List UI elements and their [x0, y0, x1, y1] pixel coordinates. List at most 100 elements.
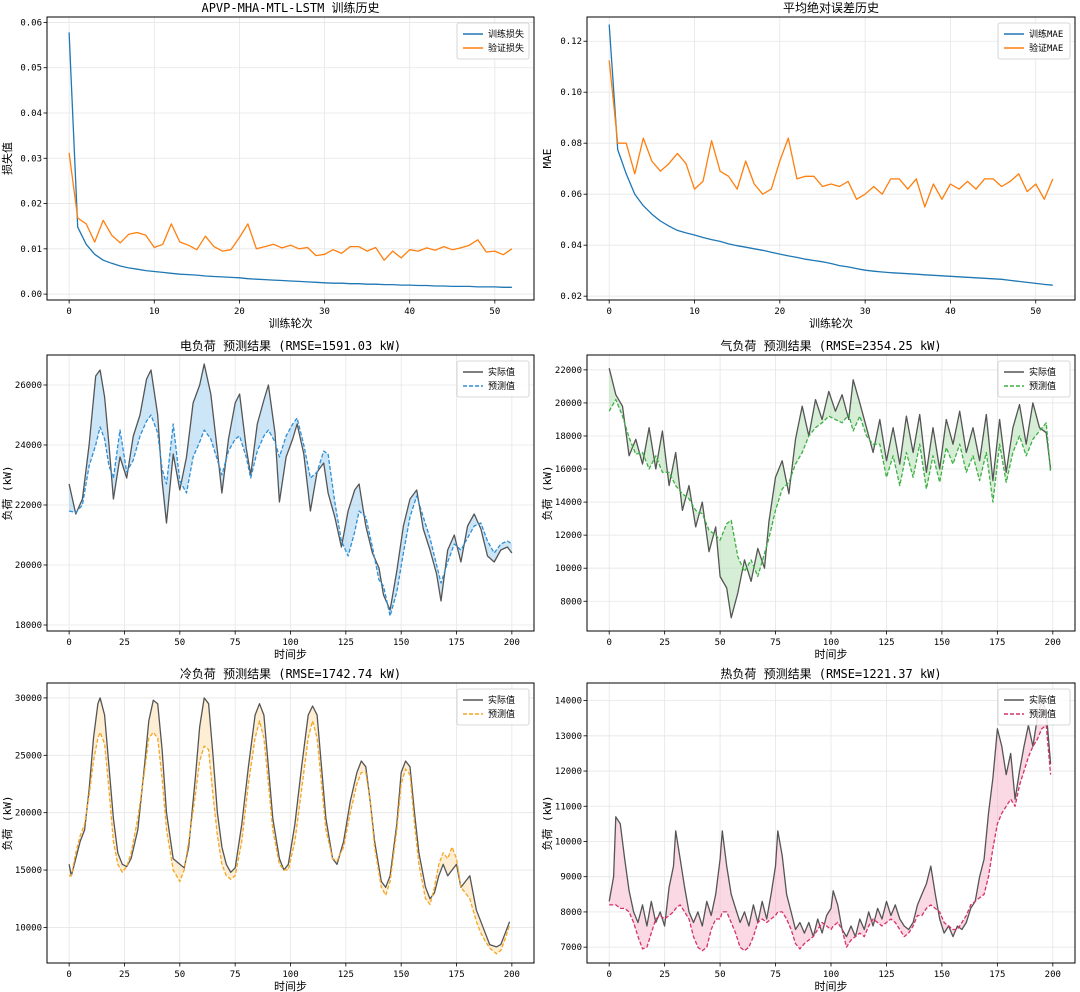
chart-title: 冷负荷 预测结果 (RMSE=1742.74 kW) — [180, 667, 401, 681]
x-tick-label: 25 — [119, 638, 130, 648]
y-tick-label: 0.02 — [560, 292, 582, 302]
x-tick-label: 150 — [934, 638, 950, 648]
x-tick-label: 75 — [770, 970, 781, 980]
y-axis-label: 负荷 (kW) — [540, 465, 554, 520]
x-tick-label: 200 — [504, 970, 520, 980]
x-tick-label: 0 — [606, 307, 611, 317]
x-tick-label: 0 — [606, 970, 611, 980]
y-tick-label: 22000 — [555, 366, 582, 376]
y-tick-label: 0.04 — [560, 241, 582, 251]
x-tick-label: 150 — [393, 638, 409, 648]
legend-label: 实际值 — [1029, 694, 1056, 706]
x-tick-label: 125 — [338, 970, 354, 980]
y-tick-label: 10000 — [555, 564, 582, 574]
x-tick-label: 175 — [989, 638, 1005, 648]
chart-panel-2: 0 10 20 30 40 50 0.02 0.04 0.06 0.08 0.10 0.12 平均绝对误… — [541, 0, 1076, 330]
y-tick-label: 0.12 — [560, 37, 582, 47]
x-axis-label: 训练轮次 — [809, 316, 853, 330]
x-tick-label: 0 — [66, 970, 71, 980]
x-tick-label: 25 — [659, 638, 670, 648]
y-tick-label: 11000 — [555, 802, 582, 812]
y-tick-label: 26000 — [15, 381, 42, 391]
y-tick-label: 22000 — [15, 501, 42, 511]
legend-label: 训练MAE — [1029, 28, 1063, 40]
y-tick-label: 18000 — [555, 432, 582, 442]
x-tick-label: 200 — [1045, 970, 1061, 980]
y-axis-label: 负荷 (kW) — [0, 795, 14, 850]
legend-frame — [456, 22, 530, 60]
x-tick-label: 175 — [448, 638, 464, 648]
x-tick-label: 100 — [282, 638, 298, 648]
series-line-1 — [608, 368, 1052, 619]
y-axis-label: 负荷 (kW) — [0, 465, 14, 520]
legend-label: 训练损失 — [488, 28, 524, 40]
x-tick-label: 75 — [230, 638, 241, 648]
fill-between-area — [69, 697, 510, 954]
y-tick-label: 0.05 — [20, 64, 42, 74]
chart-title: 气负荷 预测结果 (RMSE=2354.25 kW) — [720, 338, 941, 353]
x-tick-label: 175 — [989, 970, 1005, 980]
y-tick-label: 25000 — [15, 751, 42, 761]
legend-label: 预测值 — [488, 380, 515, 392]
x-tick-label: 125 — [338, 638, 354, 648]
legend-frame — [456, 360, 530, 398]
series-line-1 — [608, 24, 1053, 286]
y-tick-label: 15000 — [15, 866, 42, 876]
x-axis-label: 训练轮次 — [269, 316, 313, 330]
x-tick-label: 175 — [448, 970, 464, 980]
y-tick-label: 30000 — [15, 694, 42, 704]
y-tick-label: 14000 — [555, 697, 582, 707]
x-tick-label: 125 — [878, 638, 894, 648]
y-tick-label: 0.06 — [560, 190, 582, 200]
y-tick-label: 18000 — [15, 621, 42, 631]
series-line-1 — [68, 32, 512, 288]
x-tick-label: 200 — [1045, 638, 1061, 648]
x-tick-label: 20 — [234, 307, 245, 317]
chart-title: 电负荷 预测结果 (RMSE=1591.03 kW) — [180, 339, 401, 353]
axes-frame — [586, 16, 1076, 301]
x-tick-label: 100 — [823, 638, 839, 648]
x-tick-label: 100 — [282, 970, 298, 980]
legend-label: 实际值 — [488, 694, 515, 706]
y-tick-label: 20000 — [555, 399, 582, 409]
x-axis-label: 时间步 — [274, 980, 307, 992]
x-tick-label: 10 — [149, 307, 160, 317]
chart-title: APVP-MHA-MTL-LSTM 训练历史 — [201, 0, 379, 15]
x-tick-label: 0 — [606, 638, 611, 648]
legend-label: 验证MAE — [1029, 42, 1063, 54]
x-tick-label: 125 — [878, 970, 894, 980]
y-tick-label: 0.08 — [560, 139, 582, 149]
legend-label: 预测值 — [488, 708, 515, 720]
x-tick-label: 100 — [823, 970, 839, 980]
y-tick-label: 0.02 — [20, 200, 42, 210]
y-tick-label: 8000 — [560, 908, 582, 918]
x-axis-label: 时间步 — [274, 648, 307, 661]
x-tick-label: 25 — [659, 970, 670, 980]
fill-between-area — [609, 700, 1051, 951]
y-tick-label: 12000 — [555, 531, 582, 541]
y-axis-label: 负荷 (kW) — [540, 795, 554, 850]
series-line-2 — [68, 152, 513, 261]
y-tick-label: 0.01 — [20, 245, 42, 255]
x-tick-label: 200 — [504, 638, 520, 648]
x-tick-label: 0 — [66, 307, 71, 317]
legend-frame — [456, 688, 530, 726]
series-line-2 — [608, 60, 1054, 208]
series-line-1 — [68, 697, 511, 948]
legend-label: 预测值 — [1029, 708, 1056, 720]
y-tick-label: 0.03 — [20, 154, 42, 164]
series-line-2 — [609, 724, 1052, 952]
y-tick-label: 14000 — [555, 498, 582, 508]
x-tick-label: 50 — [715, 970, 726, 980]
x-tick-label: 25 — [119, 970, 130, 980]
y-axis-label: 损失值 — [0, 142, 14, 175]
x-tick-label: 50 — [715, 638, 726, 648]
x-axis-label: 时间步 — [815, 648, 848, 661]
y-tick-label: 10000 — [555, 837, 582, 847]
y-tick-label: 12000 — [555, 767, 582, 777]
fill-between-area — [69, 364, 512, 616]
chart-panel-4: 0 25 50 75 100 125 150 175 200 8000 10000 12000 1400… — [540, 338, 1076, 661]
